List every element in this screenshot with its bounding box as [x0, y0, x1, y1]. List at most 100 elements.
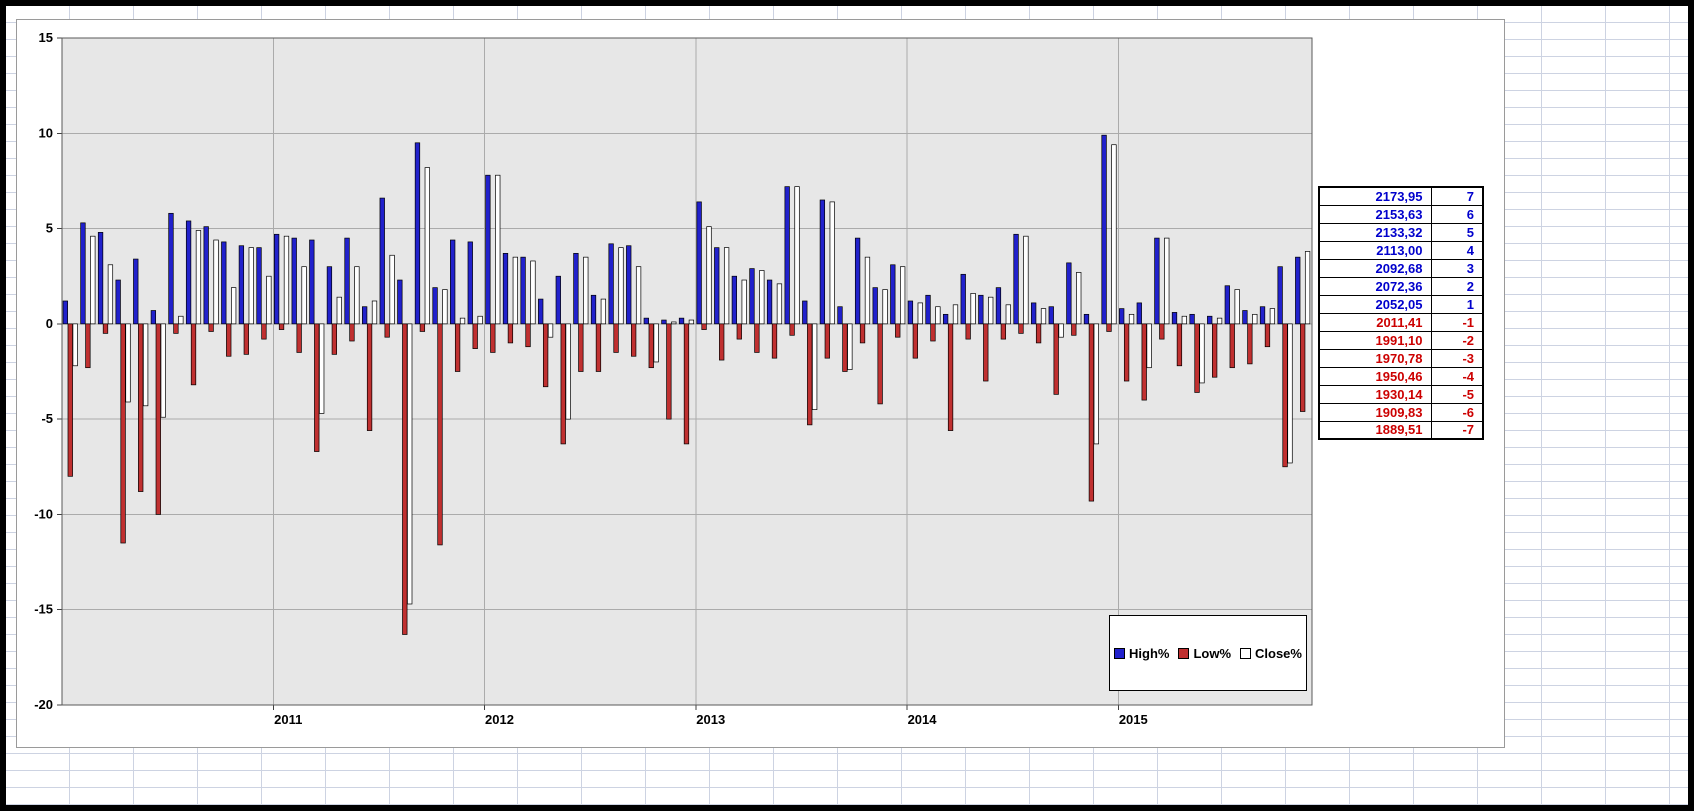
bar-low-2013-06	[789, 323, 795, 336]
bar-low-2015-08	[1247, 323, 1253, 365]
price-cell[interactable]: 1930,14	[1318, 384, 1432, 404]
chart-object[interactable]: 15 10 5 0 -5 -10 -15 -20 2011 2012 2013 2014 2015 Hi…	[16, 19, 1505, 748]
level-cell[interactable]: -4	[1430, 366, 1484, 386]
price-level-table: 2173,95 7 2153,63 6 2133,32 5 2113,00 4 2092,68 3…	[1318, 186, 1484, 440]
price-cell[interactable]: 1889,51	[1318, 420, 1432, 440]
bar-high-2010-06	[150, 310, 157, 325]
bar-high-2011-08	[397, 279, 403, 325]
bar-low-2014-11	[1088, 323, 1095, 502]
bar-close-2012-02	[512, 256, 518, 325]
price-cell[interactable]: 2072,36	[1318, 276, 1432, 296]
price-cell[interactable]: 2092,68	[1318, 258, 1432, 278]
x-axis-year-label: 2011	[274, 712, 302, 727]
legend-item-high[interactable]: High%	[1114, 646, 1169, 661]
bar-close-2013-11	[882, 289, 888, 325]
bar-high-2010-01	[62, 300, 68, 325]
bar-high-2014-10	[1066, 262, 1072, 325]
chart-legend[interactable]: High% Low% Close%	[1109, 615, 1307, 691]
price-cell[interactable]: 1991,10	[1318, 330, 1432, 350]
bar-close-2013-06	[794, 186, 800, 325]
bar-high-2011-12	[467, 241, 473, 325]
price-cell[interactable]: 2113,00	[1318, 240, 1432, 260]
bar-high-2010-03	[97, 232, 104, 325]
legend-label: Low%	[1193, 645, 1232, 661]
price-cell[interactable]: 2052,05	[1318, 294, 1432, 314]
bar-high-2012-09	[626, 245, 632, 325]
bar-low-2011-02	[296, 323, 302, 353]
price-cell[interactable]: 1970,78	[1318, 348, 1432, 368]
level-cell[interactable]: -7	[1430, 420, 1484, 440]
bar-close-2014-11	[1093, 323, 1099, 445]
level-cell[interactable]: 3	[1430, 258, 1484, 278]
price-cell[interactable]: 1950,46	[1318, 366, 1432, 386]
price-level-row: 2092,68 3	[1318, 258, 1484, 278]
bar-high-2013-02	[714, 247, 720, 325]
bar-low-2015-03	[1159, 323, 1165, 340]
bar-close-2015-01	[1128, 313, 1135, 325]
price-cell[interactable]: 2153,63	[1318, 204, 1432, 224]
level-cell[interactable]: 6	[1430, 204, 1484, 224]
bar-close-2014-03	[952, 304, 959, 325]
plot-border	[61, 37, 1313, 706]
level-cell[interactable]: 5	[1430, 222, 1484, 242]
bar-high-2013-11	[872, 287, 878, 325]
bar-high-2011-10	[432, 287, 438, 325]
bar-high-2015-09	[1259, 306, 1266, 325]
bar-high-2011-01	[273, 233, 280, 325]
price-cell[interactable]: 2133,32	[1318, 222, 1432, 242]
bar-high-2014-11	[1083, 313, 1090, 325]
bar-close-2013-10	[864, 256, 871, 325]
bar-close-2010-03	[107, 264, 114, 325]
x-axis-year-label: 2014	[908, 712, 938, 727]
bar-close-2010-05	[142, 323, 149, 407]
price-level-row: 1970,78 -3	[1318, 348, 1484, 368]
bar-close-2012-05	[565, 323, 571, 420]
y-axis-tick-label: 10	[39, 125, 53, 140]
bar-close-2015-04	[1181, 315, 1187, 325]
bar-high-2012-05	[555, 275, 561, 325]
bar-low-2015-10	[1282, 323, 1288, 468]
bar-low-2012-11	[666, 323, 672, 420]
bar-close-2014-09	[1058, 323, 1064, 338]
level-cell[interactable]: -1	[1430, 312, 1484, 332]
bar-high-2011-11	[450, 239, 456, 325]
level-cell[interactable]: -2	[1430, 330, 1484, 350]
bar-close-2010-04	[125, 323, 131, 403]
bar-close-2013-04	[759, 270, 765, 325]
bar-low-2014-05	[983, 323, 989, 382]
price-cell[interactable]: 2173,95	[1318, 186, 1432, 206]
y-axis-tick-label: 15	[39, 30, 53, 45]
level-cell[interactable]: 7	[1430, 186, 1484, 206]
bar-high-2012-11	[661, 319, 667, 325]
level-cell[interactable]: -3	[1430, 348, 1484, 368]
bar-low-2010-04	[120, 323, 126, 544]
level-cell[interactable]: 4	[1430, 240, 1484, 260]
bar-low-2015-09	[1264, 323, 1271, 348]
price-level-row: 1930,14 -5	[1318, 384, 1484, 404]
bar-close-2010-11	[248, 247, 254, 325]
bar-close-2010-07	[178, 315, 184, 325]
level-cell[interactable]: 1	[1430, 294, 1484, 314]
price-level-row: 1889,51 -7	[1318, 420, 1484, 440]
bar-high-2010-08	[185, 220, 192, 325]
bar-low-2012-07	[595, 323, 602, 372]
bar-close-2010-12	[266, 275, 272, 325]
bar-high-2012-02	[502, 252, 509, 325]
legend-item-close[interactable]: Close%	[1240, 646, 1302, 661]
bar-close-2012-10	[653, 323, 659, 363]
bar-close-2015-07	[1234, 289, 1240, 325]
price-cell[interactable]: 1909,83	[1318, 402, 1432, 422]
price-cell[interactable]: 2011,41	[1318, 312, 1432, 332]
bar-close-2013-09	[847, 323, 853, 370]
bar-close-2012-08	[618, 247, 624, 325]
bar-close-2014-08	[1040, 308, 1047, 325]
bar-high-2014-03	[942, 313, 949, 325]
level-cell[interactable]: 2	[1430, 276, 1484, 296]
bar-low-2013-08	[824, 323, 830, 359]
bar-close-2015-08	[1252, 313, 1258, 325]
y-axis-tick-label: 0	[46, 316, 53, 331]
legend-item-low[interactable]: Low%	[1178, 646, 1231, 661]
level-cell[interactable]: -6	[1430, 402, 1484, 422]
bar-high-2015-02	[1136, 302, 1142, 325]
level-cell[interactable]: -5	[1430, 384, 1484, 404]
